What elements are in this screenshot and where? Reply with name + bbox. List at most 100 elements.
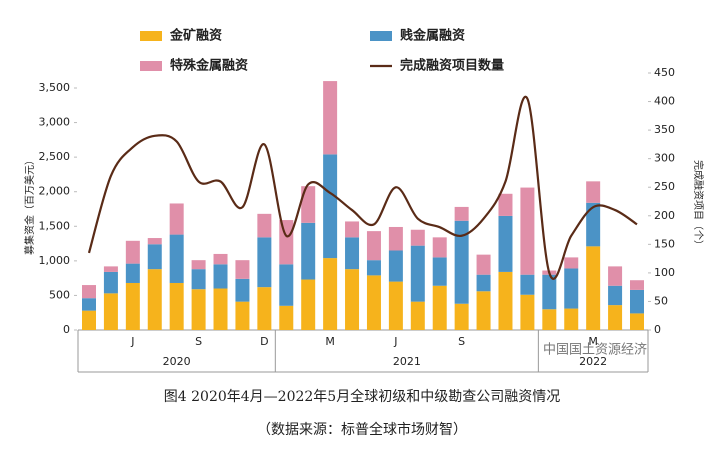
bar-segment (564, 268, 579, 309)
bar-segment (82, 310, 96, 330)
bar-segment (125, 240, 140, 264)
bar-segment (279, 264, 294, 306)
bar-segment (279, 220, 294, 265)
y-tick-label: 2,000 (39, 185, 71, 198)
x-tick-label: S (458, 335, 465, 348)
y2-tick-label: 200 (654, 209, 675, 222)
bar-segment (630, 289, 644, 314)
bar-segment (213, 264, 228, 289)
bar-segment (388, 226, 403, 251)
bar-segment (169, 282, 184, 330)
x-tick-label: S (195, 335, 202, 348)
caption: 图4 2020年4月—2022年5月全球初级和中级勘查公司融资情况 (164, 388, 560, 405)
y2-tick-label: 350 (654, 123, 675, 136)
y2-tick-label: 300 (654, 152, 675, 165)
bar-segment (476, 274, 491, 292)
bar-segment (82, 298, 96, 311)
bar-segment (388, 250, 403, 282)
bar-segment (564, 308, 579, 330)
bar-segment (366, 275, 381, 330)
bar-segment (191, 289, 206, 330)
bar-segment (235, 301, 250, 330)
line (87, 95, 638, 280)
bar-segment (125, 282, 140, 330)
bar-segment (410, 301, 425, 330)
bar-segment (323, 258, 338, 330)
y2-axis-label: 完成融资项目（个） (692, 160, 705, 250)
bar-segment (191, 260, 206, 270)
bar-segment (103, 271, 118, 294)
y-tick-label: 500 (49, 288, 70, 301)
y2-tick-label: 150 (654, 237, 675, 250)
bar-segment (82, 285, 96, 299)
y2-tick-label: 50 (654, 294, 668, 307)
bar-segment (213, 253, 228, 265)
bar-segment (147, 238, 162, 245)
group-label: 2020 (163, 355, 191, 368)
bar-segment (388, 281, 403, 330)
bar-segment (191, 269, 206, 290)
bar-segment (323, 154, 338, 259)
y2-tick-label: 450 (654, 66, 675, 79)
x-tick-label: J (393, 335, 397, 348)
bar-segment (498, 193, 513, 216)
bar-segment (169, 234, 184, 283)
legend-label: 完成融资项目数量 (400, 58, 504, 74)
bar-segment (366, 260, 381, 276)
bar-segment (235, 260, 250, 279)
bar-segment (608, 266, 623, 286)
bar-segment (432, 285, 447, 330)
bar-segment (630, 280, 644, 290)
bar-segment (608, 305, 623, 330)
bar-segment (345, 221, 360, 238)
y-tick-label: 0 (63, 323, 70, 336)
bar-segment (410, 245, 425, 302)
bar-segment (235, 278, 250, 302)
bar-segment (454, 303, 469, 330)
bar-segment (586, 246, 601, 330)
group-label: 2022 (579, 355, 607, 368)
source: （数据来源：标普全球市场财智） (257, 421, 467, 438)
bar-segment (520, 274, 535, 295)
bar-segment (498, 271, 513, 330)
x-tick-label: M (588, 335, 598, 348)
y-tick-label: 1,000 (39, 254, 71, 267)
y-tick-label: 1,500 (39, 219, 71, 232)
bar-segment (608, 285, 623, 306)
y2-tick-label: 0 (654, 323, 661, 336)
bar-segment (586, 202, 601, 247)
bar-segment (520, 187, 535, 275)
y-tick-label: 3,500 (39, 81, 71, 94)
legend-label: 特殊金属融资 (170, 58, 248, 74)
bar-segment (476, 254, 491, 275)
bar-segment (454, 206, 469, 221)
watermark: 中国国土资源经济 (543, 343, 647, 358)
bar-segment (147, 244, 162, 270)
y-axis-label: 募集资金（百万美元） (23, 155, 36, 255)
bar-segment (476, 291, 491, 330)
legend-label: 贱金属融资 (400, 28, 465, 44)
bar-segment (257, 213, 272, 238)
bar-segment (366, 231, 381, 261)
bar-segment (498, 215, 513, 272)
bar-segment (169, 203, 184, 235)
y-tick-label: 3,000 (39, 116, 71, 129)
bar-segment (103, 293, 118, 330)
bar-segment (520, 294, 535, 330)
y2-tick-label: 100 (654, 266, 675, 279)
bar-segment (301, 186, 316, 223)
legend-label: 金矿融资 (169, 28, 222, 44)
bar-segment (301, 279, 316, 330)
bar-segment (432, 237, 447, 258)
bar-segment (345, 237, 360, 270)
bar-segment (630, 313, 644, 330)
x-tick-label: M (325, 335, 335, 348)
bar-segment (147, 269, 162, 330)
bar-segment (410, 229, 425, 246)
bar-segment (103, 266, 118, 272)
y2-tick-label: 250 (654, 180, 675, 193)
legend-swatch (140, 61, 162, 71)
bar-segment (257, 237, 272, 288)
bar-segment (432, 257, 447, 286)
